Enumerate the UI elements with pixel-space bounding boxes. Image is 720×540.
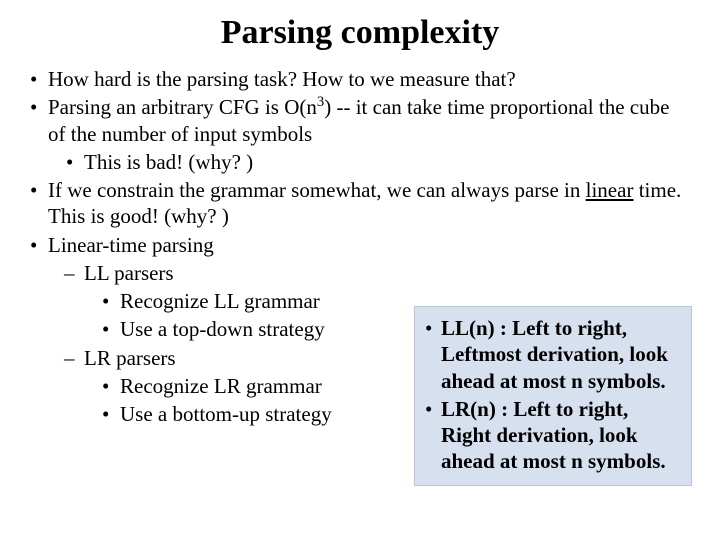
bullet-text: This is bad! (why? )	[84, 150, 253, 174]
slide: Parsing complexity How hard is the parsi…	[0, 0, 720, 540]
bullet-text: Parsing an arbitrary CFG is O(n	[48, 95, 317, 119]
underlined-text: linear	[586, 178, 634, 202]
bullet-text: If we constrain the grammar somewhat, we…	[48, 178, 586, 202]
bullet-item: How hard is the parsing task? How to we …	[28, 66, 692, 92]
sub-bullet-list: This is bad! (why? )	[48, 149, 692, 175]
slide-title: Parsing complexity	[28, 14, 692, 52]
bullet-text: LL parsers	[84, 261, 174, 285]
callout-box: LL(n) : Left to right, Leftmost derivati…	[414, 306, 692, 486]
bullet-text: Use a top-down strategy	[120, 317, 325, 341]
bullet-item: If we constrain the grammar somewhat, we…	[28, 177, 692, 230]
bullet-text: Linear-time parsing	[48, 233, 214, 257]
sub-bullet-item: This is bad! (why? )	[48, 149, 692, 175]
callout-list: LL(n) : Left to right, Leftmost derivati…	[423, 315, 681, 475]
bullet-text: Use a bottom-up strategy	[120, 402, 332, 426]
bullet-text: LR parsers	[84, 346, 176, 370]
bullet-item: Parsing an arbitrary CFG is O(n3) -- it …	[28, 94, 692, 175]
bullet-text: Recognize LL grammar	[120, 289, 320, 313]
bullet-text: Recognize LR grammar	[120, 374, 322, 398]
slide-body: How hard is the parsing task? How to we …	[28, 66, 692, 427]
bullet-text: How hard is the parsing task? How to we …	[48, 67, 516, 91]
callout-item: LR(n) : Left to right, Right derivation,…	[423, 396, 681, 475]
callout-item: LL(n) : Left to right, Leftmost derivati…	[423, 315, 681, 394]
callout-text: LL(n) : Left to right, Leftmost derivati…	[441, 316, 668, 393]
callout-text: LR(n) : Left to right, Right derivation,…	[441, 397, 666, 474]
